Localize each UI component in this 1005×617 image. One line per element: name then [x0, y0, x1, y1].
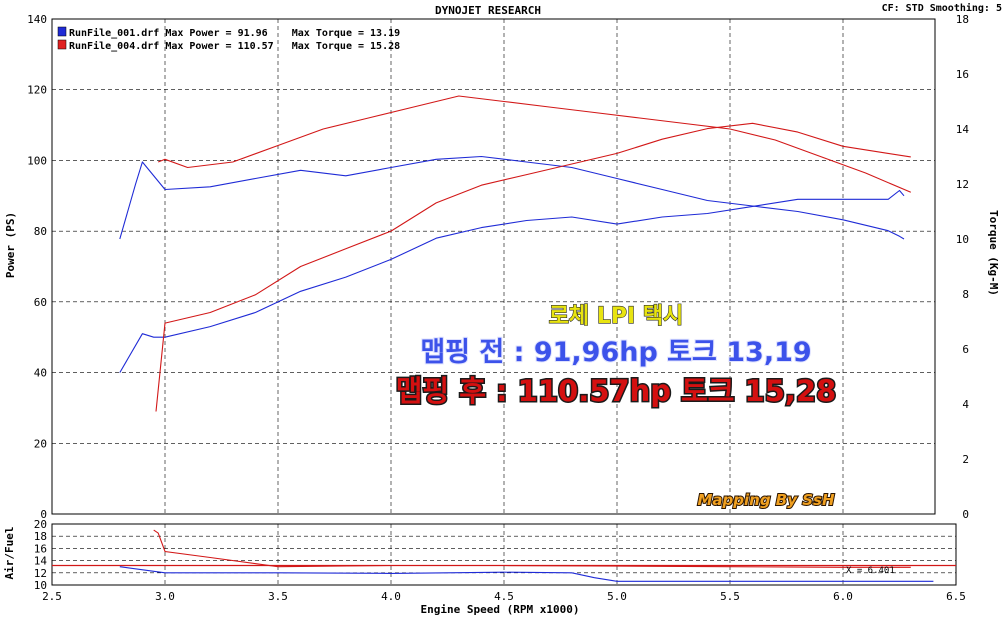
main-grid: [52, 19, 935, 514]
main-ticks: 0 20 40 60 80 100 120 140 0 2 4 6 8 10 12 14 16 18: [27, 13, 969, 521]
main-plot-frame: [51, 18, 936, 515]
y-tick-label-power: 20: [34, 437, 47, 450]
x-tick-label: 5.0: [607, 590, 627, 603]
legend-entry-run-001: RunFile_001.drf Max Power = 91.96 Max To…: [69, 27, 400, 39]
overlay-line-after: 맵핑 후 : 110.57hp 토크 15,28: [396, 374, 837, 408]
afr-line-runfile-001-drf: [119, 566, 934, 582]
legend: RunFile_001.drf Max Power = 91.96 Max To…: [57, 26, 400, 52]
y-tick-label-afr: 20: [34, 518, 47, 531]
y-tick-label-power: 100: [27, 154, 47, 167]
x-tick-label: 2.5: [42, 590, 62, 603]
y-axis-label-air-fuel: Air/Fuel: [3, 527, 16, 580]
y-tick-label-power: 140: [27, 13, 47, 26]
y-tick-label-afr: 18: [34, 530, 47, 543]
y-tick-label-power: 80: [34, 225, 47, 238]
series-line-runfile-004-drf-power: [155, 122, 911, 412]
y-tick-label-afr: 10: [34, 579, 47, 592]
y-tick-label-afr: 14: [34, 555, 48, 568]
y-tick-label-power: 40: [34, 367, 47, 380]
overlay-annotations: 로체 LPI 택시 맵핑 전 : 91,96hp 토크 13,19 맵핑 후 :…: [394, 303, 838, 510]
y-axis-label-torque: Torque (Kg-M): [987, 210, 1000, 296]
legend-swatch-run-001: [57, 26, 67, 37]
x-tick-label: 3.5: [268, 590, 288, 603]
main-series: [119, 95, 912, 412]
y-tick-label-afr: 16: [34, 542, 47, 555]
x-axis-label: Engine Speed (RPM x1000): [421, 603, 580, 616]
afr-series: [119, 529, 934, 582]
series-line-runfile-001-drf-torque: [119, 155, 905, 240]
chart-settings: CF: STD Smoothing: 5: [882, 2, 1002, 14]
afr-cursor-annotation: X = 6.401: [846, 566, 895, 576]
x-tick-label: 6.0: [833, 590, 853, 603]
legend-swatch-run-004: [57, 39, 67, 50]
y-tick-label-torque: 8: [962, 288, 969, 301]
y-tick-label-power: 120: [27, 84, 47, 97]
y-tick-label-torque: 16: [956, 68, 969, 81]
y-tick-label-power: 60: [34, 296, 47, 309]
y-tick-label-torque: 6: [962, 343, 969, 356]
x-tick-label: 5.5: [720, 590, 740, 603]
series-line-runfile-004-drf-torque: [157, 95, 912, 193]
x-tick-label: 4.5: [494, 590, 514, 603]
y-tick-label-torque: 14: [956, 123, 970, 136]
y-tick-label-torque: 10: [956, 233, 969, 246]
y-tick-label-torque: 4: [962, 398, 969, 411]
y-tick-label-torque: 18: [956, 13, 969, 26]
overlay-credit: Mapping By SsH: [697, 491, 834, 509]
chart-title: DYNOJET RESEARCH: [435, 4, 541, 17]
afr-line-runfile-004-drf: [153, 529, 911, 568]
y-tick-label-afr: 12: [34, 567, 47, 580]
series-line-runfile-001-drf-power: [119, 189, 905, 373]
overlay-line-before: 맵핑 전 : 91,96hp 토크 13,19: [420, 337, 811, 368]
y-tick-label-power: 0: [40, 508, 47, 521]
y-axis-label-power: Power (PS): [4, 212, 17, 278]
y-tick-label-torque: 12: [956, 178, 969, 191]
legend-entry-run-004: RunFile_004.drf Max Power = 110.57 Max T…: [69, 40, 400, 52]
y-tick-label-torque: 2: [962, 453, 969, 466]
x-tick-label: 3.0: [155, 590, 175, 603]
x-tick-label: 6.5: [946, 590, 966, 603]
y-tick-label-torque: 0: [962, 508, 969, 521]
overlay-line-car: 로체 LPI 택시: [549, 304, 684, 329]
x-axis-ticks: 2.5 3.0 3.5 4.0 4.5 5.0 5.5 6.0 6.5: [42, 590, 966, 603]
x-tick-label: 4.0: [381, 590, 401, 603]
